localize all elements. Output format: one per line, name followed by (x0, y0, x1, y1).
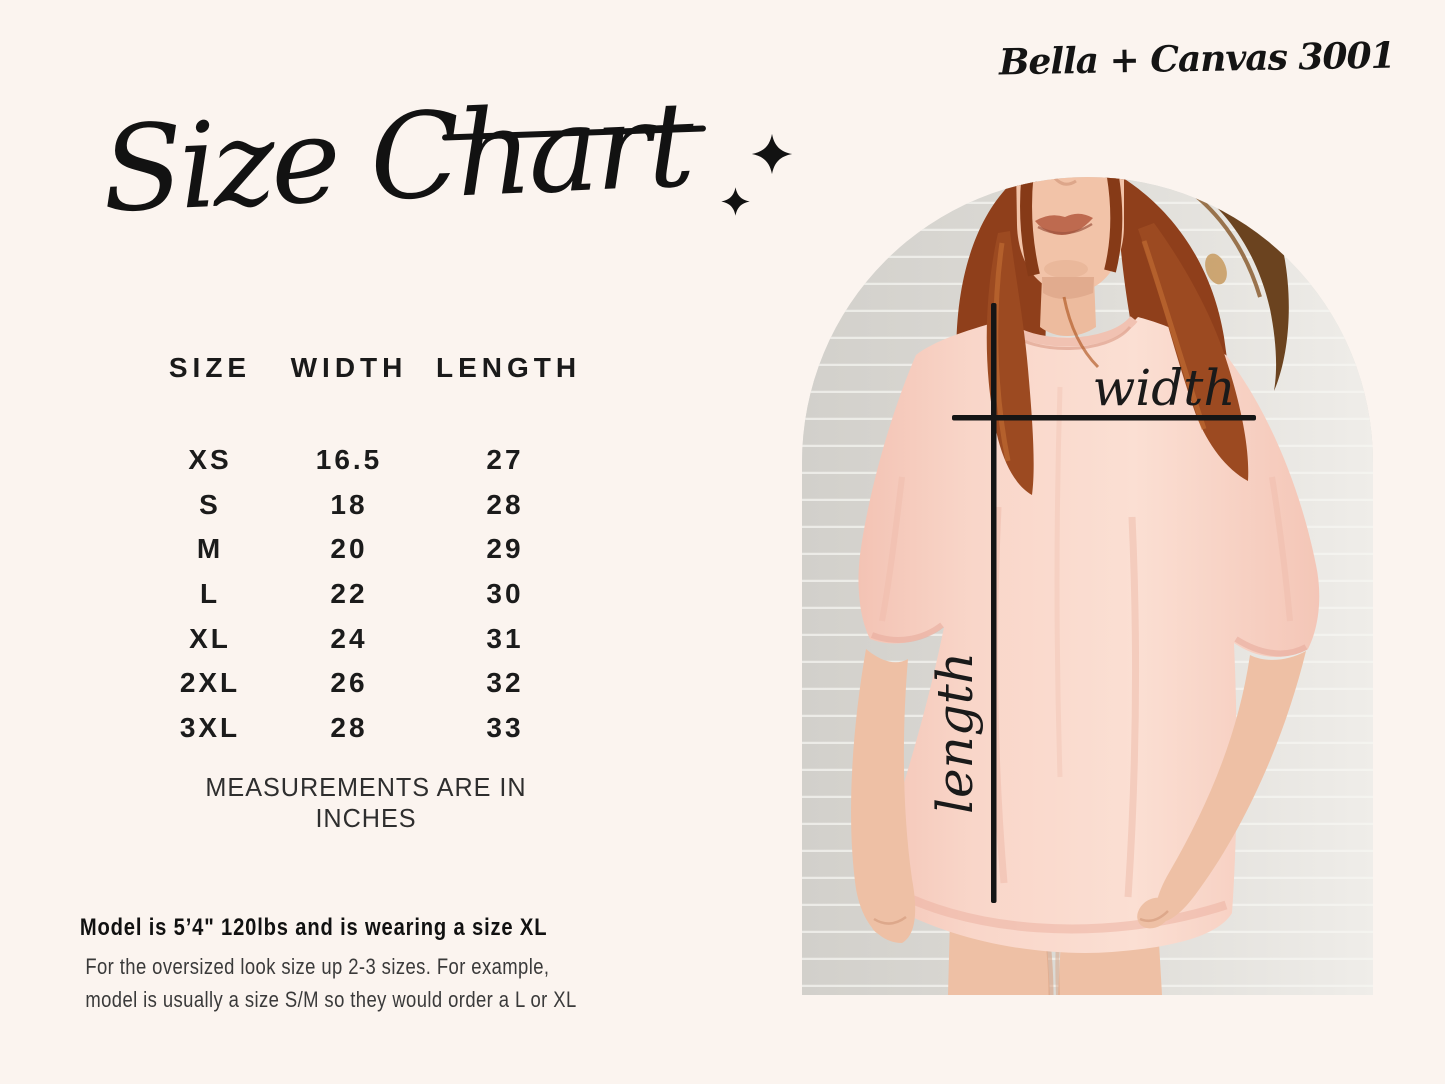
size-cell: 2XL (179, 667, 241, 699)
length-cell: 33 (486, 711, 524, 743)
length-cell: 30 (486, 578, 524, 610)
measurements-note: MEASUREMENTS ARE IN INCHES (205, 772, 527, 833)
model-photo-illustration: width length (802, 177, 1373, 995)
width-cell: 28 (330, 711, 368, 743)
column-header-width: WIDTH (290, 352, 408, 383)
column-header-length: LENGTH (436, 352, 582, 383)
shirt-hem (877, 879, 1228, 934)
size-cell: M (196, 533, 224, 565)
model-info: Model is 5’4" 120lbs and is wearing a si… (36, 914, 584, 1013)
tshirt (858, 315, 1320, 953)
size-cell: 3XL (179, 711, 241, 743)
size-cell: XS (188, 444, 232, 476)
size-table: SIZE WIDTH LENGTH XS 16.5 27 S 18 28 M 2… (158, 346, 582, 833)
length-cell: 27 (486, 444, 524, 476)
width-cell: 26 (330, 667, 368, 699)
width-cell: 18 (330, 488, 368, 520)
length-cell: 28 (486, 488, 524, 520)
brand-label: Bella + Canvas 3001 (999, 34, 1396, 84)
page-title: Size Chart (99, 75, 694, 239)
model-photo: width length (802, 177, 1373, 995)
model-info-line3: model is usually a size S/M so they woul… (85, 987, 577, 1012)
table-row: XS 16.5 27 (158, 438, 574, 483)
table-row: 2XL 26 32 (158, 661, 574, 706)
length-cell: 31 (486, 622, 524, 654)
right-arm (1137, 651, 1306, 929)
table-row: S 18 28 (158, 483, 574, 528)
size-cell: L (199, 578, 221, 610)
size-cell: XL (189, 622, 231, 654)
table-row: 3XL 28 33 (158, 706, 574, 751)
width-cell: 24 (330, 622, 368, 654)
width-cell: 20 (330, 533, 368, 565)
sparkle-icon (721, 187, 750, 216)
model-info-line2: For the oversized look size up 2-3 sizes… (85, 954, 550, 979)
table-body: XS 16.5 27 S 18 28 M 20 29 L 22 30 XL 24 (158, 438, 574, 750)
sparkle-icon (751, 133, 793, 175)
left-hand (870, 902, 910, 936)
model-face (1016, 177, 1124, 293)
size-cell: S (199, 488, 221, 520)
length-line (991, 303, 997, 903)
length-cell: 32 (486, 667, 524, 699)
width-cell: 16.5 (315, 444, 383, 476)
width-line (952, 415, 1256, 421)
model-info-bold-line: Model is 5’4" 120lbs and is wearing a si… (79, 914, 548, 941)
table-header-row: SIZE WIDTH LENGTH (158, 352, 582, 384)
table-row: M 20 29 (158, 527, 574, 572)
table-row: XL 24 31 (158, 616, 574, 661)
length-cell: 29 (486, 533, 524, 565)
table-row: L 22 30 (158, 572, 574, 617)
length-label: length (926, 652, 984, 814)
model-neck (1040, 277, 1096, 336)
left-arm (851, 649, 916, 943)
width-label: width (1092, 359, 1235, 417)
column-header-size: SIZE (168, 352, 252, 383)
width-cell: 22 (330, 578, 368, 610)
